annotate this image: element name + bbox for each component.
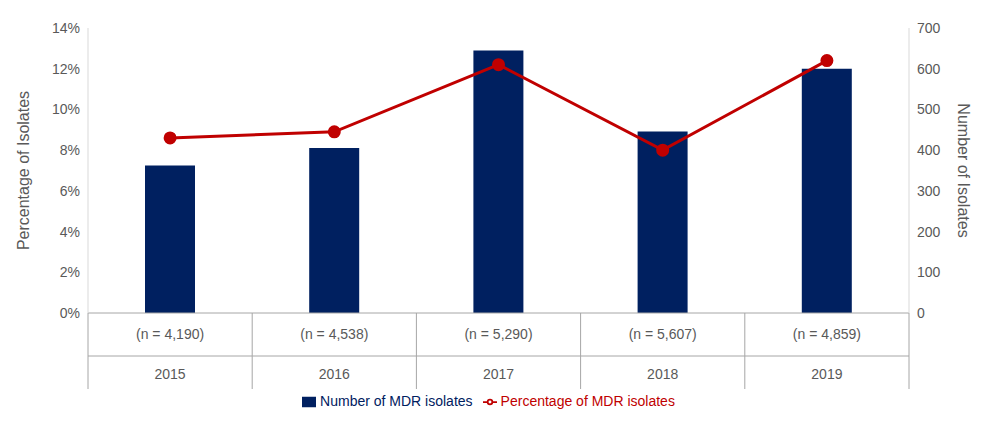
svg-text:100: 100 <box>917 264 941 280</box>
svg-text:4%: 4% <box>60 224 80 240</box>
svg-text:500: 500 <box>917 101 941 117</box>
svg-text:2019: 2019 <box>811 366 842 382</box>
svg-text:14%: 14% <box>52 20 80 36</box>
svg-text:12%: 12% <box>52 61 80 77</box>
svg-text:(n = 4,859): (n = 4,859) <box>793 326 861 342</box>
svg-text:(n = 4,538): (n = 4,538) <box>300 326 368 342</box>
svg-text:600: 600 <box>917 61 941 77</box>
svg-text:6%: 6% <box>60 183 80 199</box>
svg-text:2017: 2017 <box>483 366 514 382</box>
svg-text:(n = 4,190): (n = 4,190) <box>136 326 204 342</box>
svg-text:400: 400 <box>917 142 941 158</box>
html-text:Number of MDR isolates: Number of MDR isolates <box>320 393 473 409</box>
svg-text:2015: 2015 <box>155 366 186 382</box>
svg-text:300: 300 <box>917 183 941 199</box>
svg-text:8%: 8% <box>60 142 80 158</box>
svg-text:0%: 0% <box>60 305 80 321</box>
svg-text:2018: 2018 <box>647 366 678 382</box>
svg-text:2%: 2% <box>60 264 80 280</box>
svg-text:200: 200 <box>917 224 941 240</box>
svg-text:2016: 2016 <box>319 366 350 382</box>
svg-text:(n = 5,607): (n = 5,607) <box>629 326 697 342</box>
svg-text:10%: 10% <box>52 101 80 117</box>
svg-text:0: 0 <box>917 305 925 321</box>
svg-text:(n = 5,290): (n = 5,290) <box>464 326 532 342</box>
svg-text:Number of Isolates: Number of Isolates <box>955 103 972 237</box>
svg-text:Percentage of Isolates: Percentage of Isolates <box>15 91 32 250</box>
html-text:Percentage of MDR isolates: Percentage of MDR isolates <box>500 393 675 409</box>
svg-text:700: 700 <box>917 20 941 36</box>
